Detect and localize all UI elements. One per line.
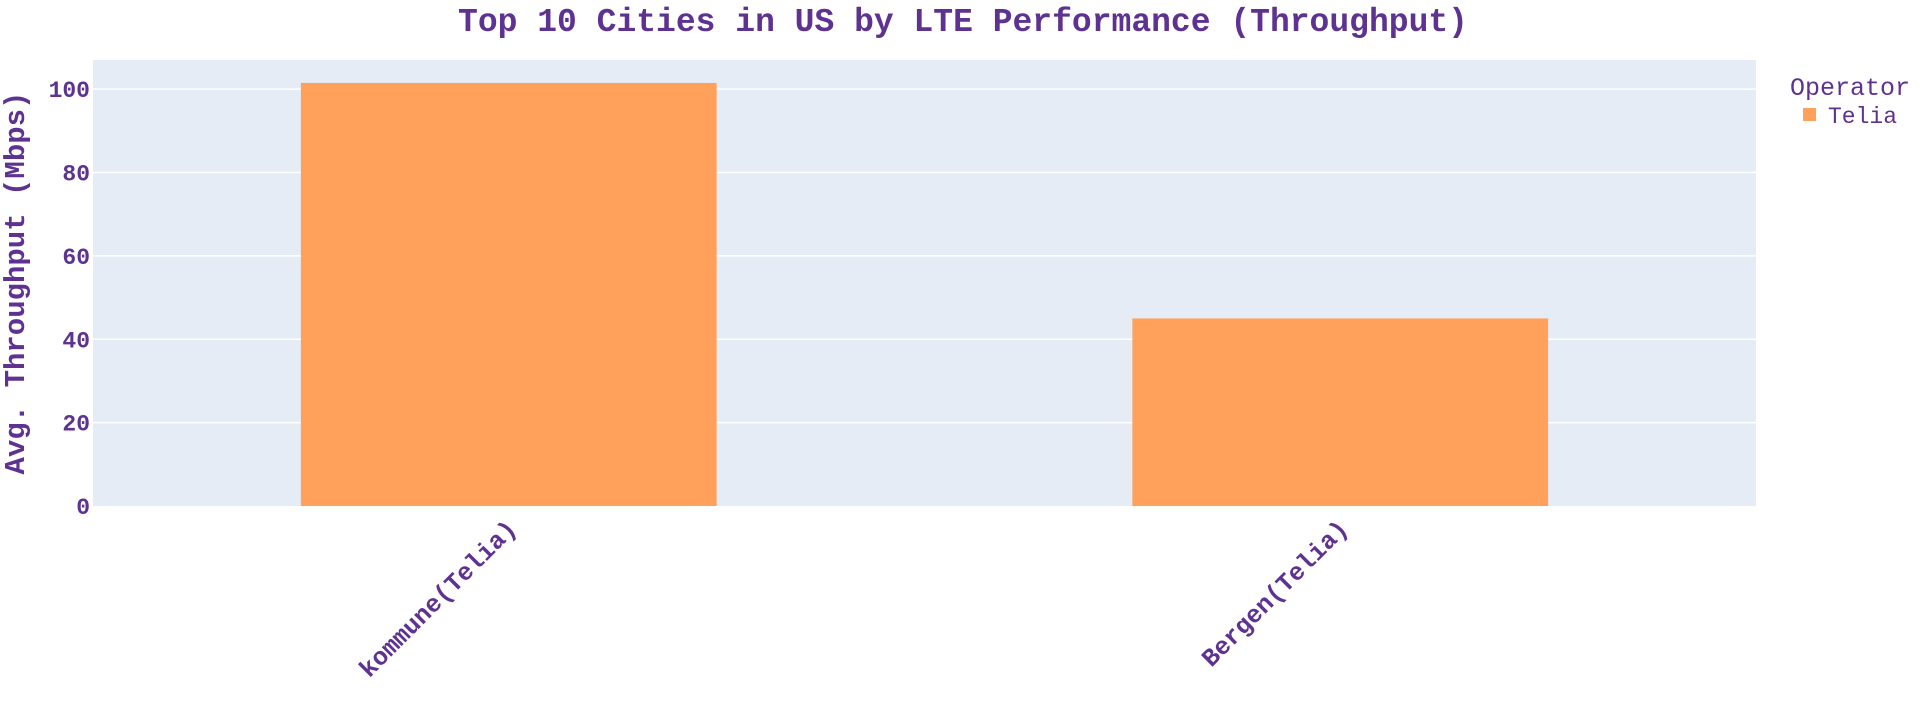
- y-axis-title: Avg. Throughput (Mbps): [0, 92, 33, 475]
- legend[interactable]: Operator Telia: [1790, 74, 1910, 130]
- y-tick-label: 80: [62, 162, 90, 188]
- bar-1[interactable]: [300, 82, 717, 506]
- bars: [300, 82, 1549, 506]
- y-axis-ticks: 0 20 40 60 80 100: [49, 78, 90, 521]
- y-tick-label: 40: [62, 328, 90, 354]
- y-tick-label: 20: [62, 412, 90, 438]
- x-tick-label: Bergen(Telia): [1196, 515, 1354, 673]
- x-tick-label: kommune(Telia): [354, 515, 523, 684]
- legend-swatch-telia[interactable]: [1803, 108, 1816, 121]
- y-tick-label: 100: [49, 78, 90, 104]
- chart-title: Top 10 Cities in US by LTE Performance (…: [458, 4, 1468, 41]
- legend-label-telia[interactable]: Telia: [1828, 104, 1897, 130]
- y-tick-label: 0: [76, 495, 90, 521]
- legend-title: Operator: [1790, 74, 1910, 103]
- y-tick-label: 60: [62, 245, 90, 271]
- bar-2[interactable]: [1132, 318, 1549, 506]
- x-axis-ticks: kommune(Telia) Bergen(Telia): [354, 515, 1355, 684]
